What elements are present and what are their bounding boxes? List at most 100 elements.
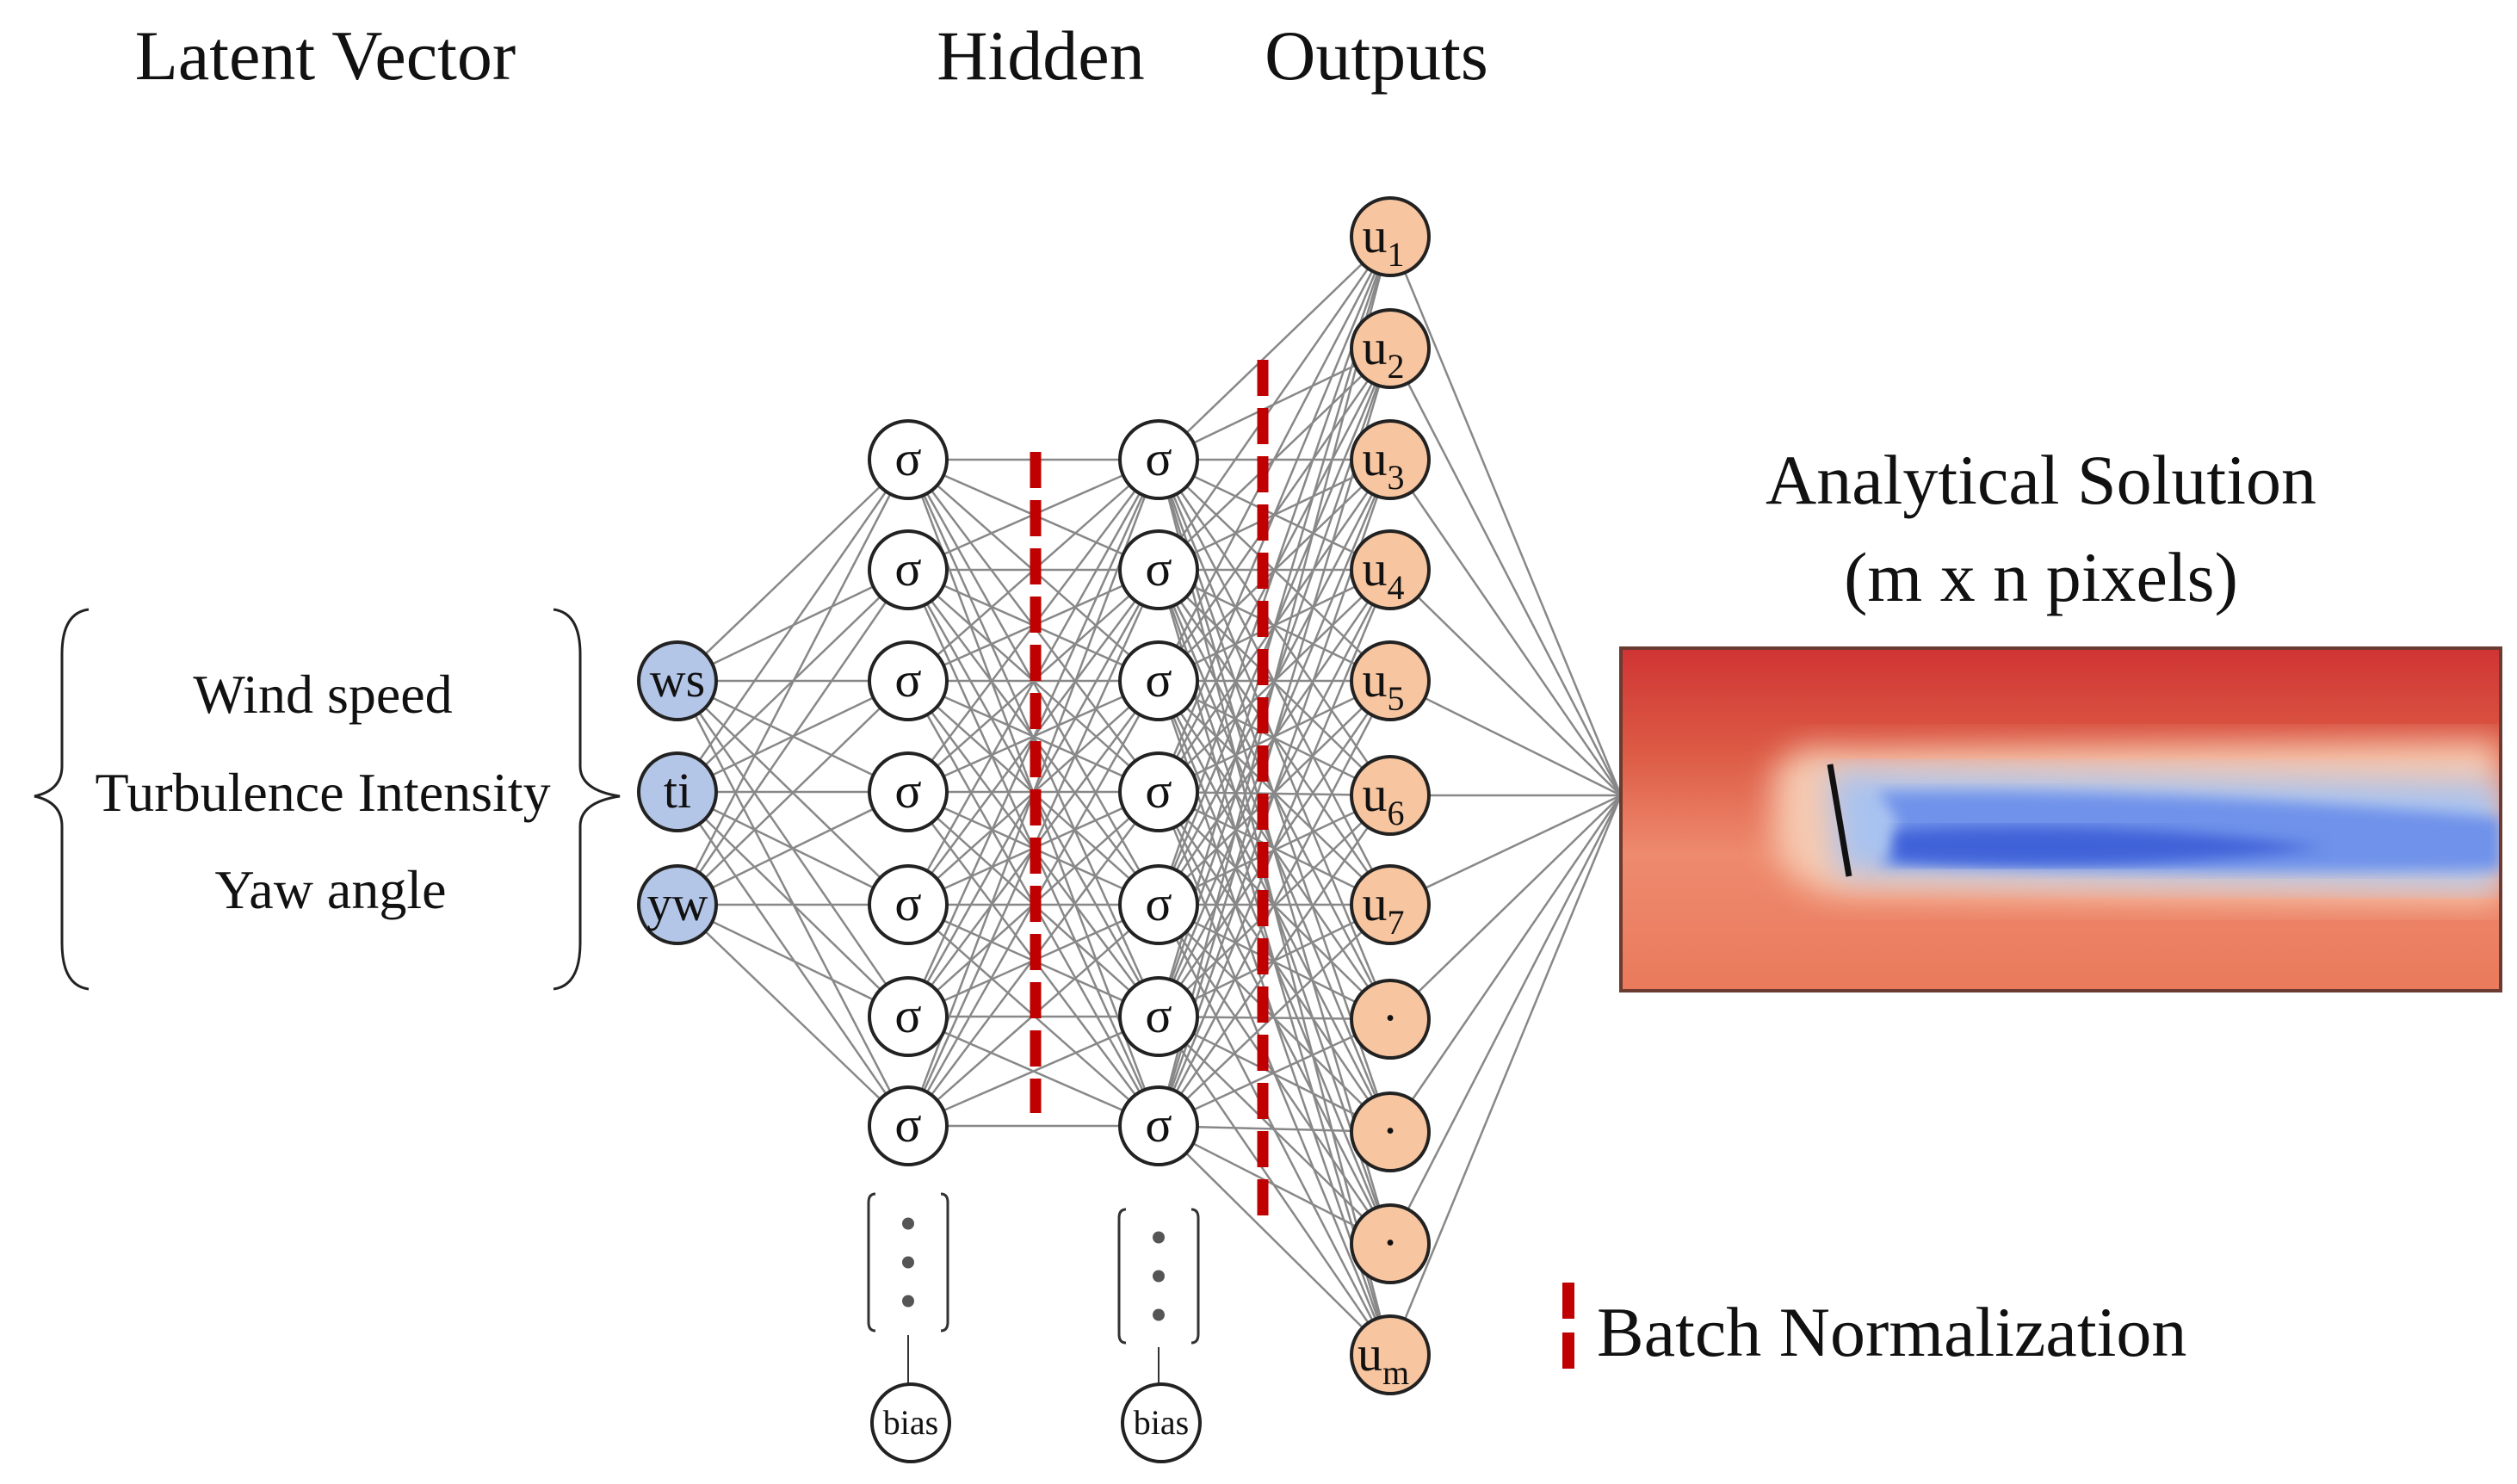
input-node-ti: ti xyxy=(637,751,718,832)
edge xyxy=(907,1015,1160,1128)
hidden-node-label: σ xyxy=(1145,987,1172,1043)
hidden-node: σ xyxy=(1118,419,1199,500)
output-base: u xyxy=(1357,1326,1382,1382)
output-node: u5 xyxy=(1350,640,1431,721)
edge xyxy=(677,904,909,1127)
edge xyxy=(1158,904,1391,1127)
heading-analytical-solution: Analytical Solution xyxy=(1766,441,2316,519)
output-base: · xyxy=(1382,1215,1398,1271)
edge xyxy=(1157,236,1392,682)
edge xyxy=(1388,795,1623,1245)
output-node: um xyxy=(1350,1314,1431,1395)
hidden-node-label: σ xyxy=(894,430,921,486)
edge xyxy=(1157,236,1392,793)
connection-edges xyxy=(676,236,1623,1356)
analytical-solution-field xyxy=(1621,648,2501,991)
output-subscript: 4 xyxy=(1388,568,1405,607)
output-base: u xyxy=(1363,319,1388,375)
output-node-label: · xyxy=(1382,1103,1398,1159)
edge xyxy=(1158,236,1391,461)
edge xyxy=(1389,679,1622,797)
hidden-node: σ xyxy=(868,751,949,832)
output-node-label: u4 xyxy=(1363,541,1405,607)
output-node: u7 xyxy=(1350,864,1431,945)
edge xyxy=(677,903,909,1018)
hidden-node: σ xyxy=(868,529,949,610)
edge xyxy=(676,459,910,906)
heading-outputs: Outputs xyxy=(1265,16,1488,95)
edge xyxy=(1157,348,1392,1127)
hidden-node-label: σ xyxy=(1145,430,1172,486)
output-node-label: u1 xyxy=(1363,207,1405,274)
heading-hidden: Hidden xyxy=(937,16,1144,95)
field-frame xyxy=(1619,646,2502,992)
output-subscript: 6 xyxy=(1388,794,1405,832)
edge xyxy=(1157,795,1392,1127)
edge xyxy=(1158,1016,1391,1245)
output-subscript: 3 xyxy=(1388,458,1405,497)
output-node-label: u5 xyxy=(1363,652,1405,718)
output-subscript: 1 xyxy=(1388,235,1405,274)
output-base: u xyxy=(1363,541,1388,597)
bias-node-label: bias xyxy=(1134,1403,1189,1442)
hidden-node: σ xyxy=(1118,640,1199,721)
output-node: u4 xyxy=(1350,529,1431,610)
output-subscript: 5 xyxy=(1388,679,1405,718)
output-node: u1 xyxy=(1350,196,1431,277)
heading-pixels: (m x n pixels) xyxy=(1844,538,2238,616)
output-base: u xyxy=(1363,430,1388,486)
output-node-label: u3 xyxy=(1363,430,1405,497)
feature-turbulence-intensity: Turbulence Intensity xyxy=(95,762,550,823)
edge xyxy=(677,680,909,906)
hidden-node: σ xyxy=(1118,751,1199,832)
output-node-label: u7 xyxy=(1363,875,1405,942)
output-base: · xyxy=(1382,1103,1398,1159)
output-base: u xyxy=(1363,766,1388,822)
hidden-node-label: σ xyxy=(1145,652,1172,708)
hidden-node-label: σ xyxy=(1145,541,1172,597)
output-base: u xyxy=(1363,207,1388,263)
edge xyxy=(1389,795,1622,1020)
edge xyxy=(1158,1125,1391,1356)
hidden-node: σ xyxy=(868,976,949,1057)
edge xyxy=(1388,236,1623,796)
output-node-label: u6 xyxy=(1363,766,1405,832)
right-brace xyxy=(553,608,621,991)
output-subscript: 7 xyxy=(1388,903,1405,942)
hidden-node-label: σ xyxy=(894,1097,921,1153)
hidden-node-label: σ xyxy=(894,875,921,931)
feature-wind-speed: Wind speed xyxy=(193,664,452,725)
batch-norm-legend-label: Batch Normalization xyxy=(1597,1293,2186,1371)
ellipsis-bracket xyxy=(867,1192,949,1384)
hidden-node: σ xyxy=(868,1085,949,1166)
hidden-node: σ xyxy=(868,419,949,500)
edge xyxy=(1158,1017,1391,1128)
hidden-node: σ xyxy=(868,640,949,721)
output-node: · xyxy=(1350,979,1431,1060)
input-node-ti-label: ti xyxy=(664,763,691,819)
edge xyxy=(1389,569,1622,796)
input-node-ws: ws xyxy=(637,640,718,721)
edge xyxy=(677,790,909,906)
edge xyxy=(677,459,909,682)
output-node: · xyxy=(1350,1203,1431,1284)
edge xyxy=(1157,236,1392,1127)
output-node: u6 xyxy=(1350,755,1431,836)
hidden-node-label: σ xyxy=(894,541,921,597)
feature-yaw-angle: Yaw angle xyxy=(214,859,446,920)
edge xyxy=(906,459,1160,906)
hidden-node-label: σ xyxy=(894,652,921,708)
hidden-node-label: σ xyxy=(1145,763,1172,819)
input-node-yw-label: yw xyxy=(647,875,708,931)
output-base: u xyxy=(1363,652,1388,708)
edge xyxy=(1388,348,1623,796)
hidden-node: σ xyxy=(1118,1085,1199,1166)
edge xyxy=(1157,680,1392,1127)
edge xyxy=(676,459,910,793)
left-brace xyxy=(34,608,90,991)
output-subscript: 2 xyxy=(1388,347,1405,386)
bias-node-label: bias xyxy=(883,1403,938,1442)
edge xyxy=(1388,795,1623,1356)
edge xyxy=(1157,236,1392,571)
